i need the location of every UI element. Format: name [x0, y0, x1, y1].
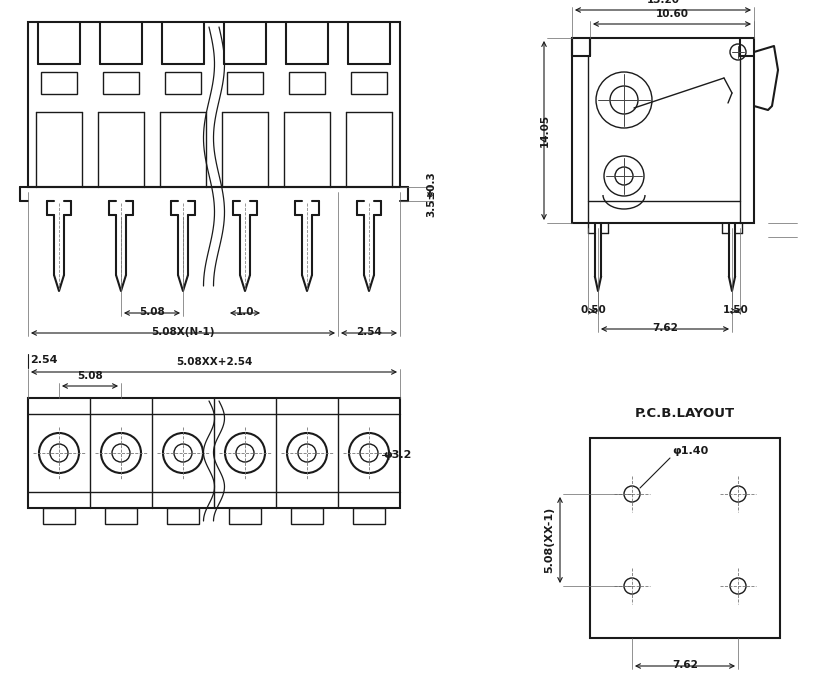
Text: 10.60: 10.60	[656, 9, 689, 19]
Bar	[165, 72, 201, 94]
Bar	[353, 508, 385, 524]
Text: P.C.B.LAYOUT: P.C.B.LAYOUT	[635, 407, 735, 420]
Bar	[28, 398, 400, 508]
Text: φ3.2: φ3.2	[383, 450, 412, 460]
Bar	[43, 508, 75, 524]
Text: 2.54: 2.54	[356, 327, 382, 337]
Text: φ1.40: φ1.40	[672, 446, 708, 456]
Text: 7.62: 7.62	[652, 323, 678, 333]
Bar	[289, 72, 325, 94]
Bar	[572, 38, 754, 223]
Text: 5.08(XX-1): 5.08(XX-1)	[544, 507, 554, 573]
Text: 5.08XX+2.54: 5.08XX+2.54	[176, 357, 252, 367]
Bar	[227, 72, 263, 94]
Text: 14.05: 14.05	[540, 114, 550, 147]
Bar	[105, 508, 137, 524]
Bar	[167, 508, 199, 524]
Text: 1.0: 1.0	[236, 307, 254, 317]
Bar	[41, 72, 77, 94]
Text: 2.54: 2.54	[30, 355, 57, 365]
Bar	[28, 22, 400, 187]
Text: 7.62: 7.62	[672, 660, 698, 670]
Text: 5.08: 5.08	[139, 307, 165, 317]
Bar	[351, 72, 387, 94]
Text: 5.08X(N-1): 5.08X(N-1)	[152, 327, 215, 337]
Text: 1.50: 1.50	[723, 305, 749, 315]
Text: 0.50: 0.50	[580, 305, 606, 315]
Bar	[291, 508, 323, 524]
Bar	[103, 72, 139, 94]
Bar	[229, 508, 261, 524]
Text: 5.08: 5.08	[77, 371, 102, 381]
Text: 13.20: 13.20	[646, 0, 680, 5]
Bar	[590, 438, 780, 638]
Text: 3.5±0.3: 3.5±0.3	[426, 171, 436, 217]
